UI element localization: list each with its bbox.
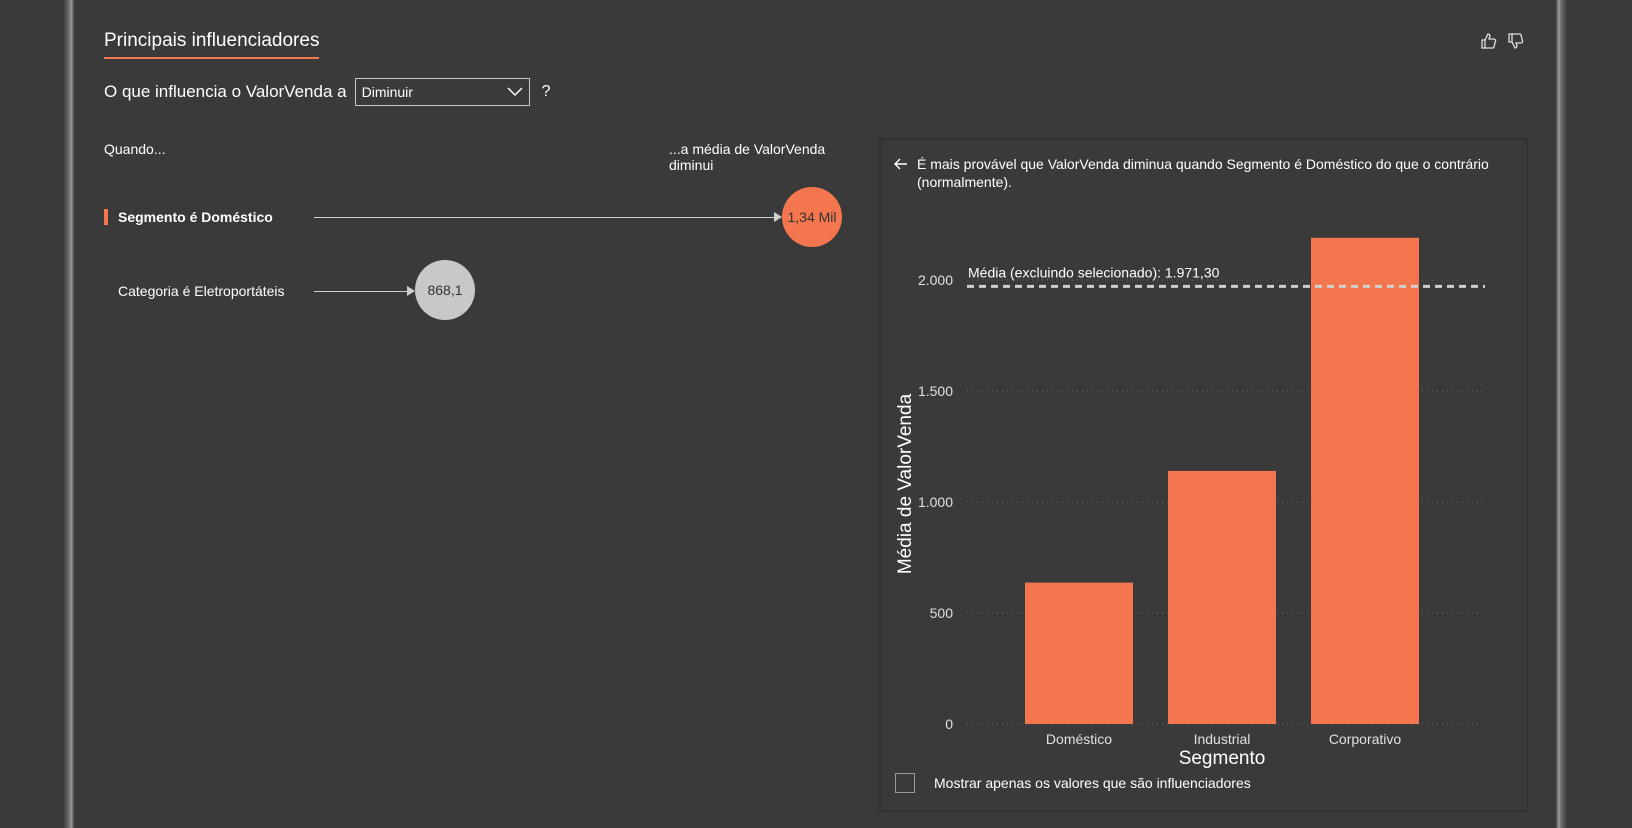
- when-column-header: Quando...: [104, 141, 166, 157]
- detail-description: É mais provável que ValorVenda diminua q…: [917, 156, 1489, 190]
- segment-bar-chart: 0 500 1.000 1.500 2.000 Doméstico Industrial C…: [895, 237, 1485, 769]
- bar[interactable]: [1025, 582, 1133, 724]
- influencer-value-bubble: 868,1: [415, 260, 475, 320]
- influencer-arrow-line: [314, 217, 774, 218]
- effect-header-line2: diminui: [669, 157, 714, 173]
- influencer-label: Segmento é Doméstico: [118, 209, 273, 225]
- x-tick-label: Industrial: [1194, 731, 1251, 747]
- direction-dropdown[interactable]: Diminuir: [354, 78, 530, 106]
- bar[interactable]: [1311, 237, 1419, 724]
- influencer-label: Categoria é Eletroportáteis: [118, 283, 285, 299]
- arrow-left-icon[interactable]: [894, 157, 908, 174]
- question-prefix: O que influencia o ValorVenda a: [104, 82, 347, 101]
- x-tick-label: Doméstico: [1046, 731, 1112, 747]
- arrow-right-icon: [774, 212, 782, 222]
- influencer-value-bubble: 1,34 Mil: [782, 187, 842, 247]
- canvas-right-edge: [1556, 0, 1632, 828]
- reference-line-label: Média (excluindo selecionado): 1.971,30: [968, 264, 1220, 280]
- y-tick-label: 1.000: [918, 494, 953, 510]
- influencer-arrow-line: [314, 291, 414, 292]
- show-only-influencers-label: Mostrar apenas os valores que são influe…: [934, 775, 1251, 791]
- bar[interactable]: [1168, 470, 1276, 724]
- y-tick-label: 1.500: [918, 383, 953, 399]
- thumbs-up-icon[interactable]: [1478, 30, 1500, 52]
- y-axis-title: Média de ValorVenda: [895, 393, 916, 574]
- y-tick-label: 0: [945, 716, 953, 732]
- y-tick-label: 500: [930, 605, 954, 621]
- thumbs-down-icon[interactable]: [1505, 30, 1527, 52]
- canvas-left-edge: [0, 0, 74, 828]
- chart-bars: [1025, 237, 1419, 724]
- direction-dropdown-value: Diminuir: [361, 84, 413, 100]
- x-axis-title: Segmento: [1179, 748, 1266, 769]
- question-suffix: ?: [541, 83, 551, 100]
- effect-column-header: ...a média de ValorVenda diminui: [669, 141, 825, 173]
- visual-title: Principais influenciadores: [104, 30, 320, 59]
- show-only-influencers-checkbox[interactable]: [895, 773, 915, 793]
- arrow-right-icon: [407, 286, 415, 296]
- y-tick-label: 2.000: [918, 272, 953, 288]
- chart-y-ticks: 0 500 1.000 1.500 2.000: [918, 272, 953, 732]
- influence-question: O que influencia o ValorVenda a Diminuir…: [104, 78, 551, 106]
- x-tick-label: Corporativo: [1329, 731, 1402, 747]
- effect-header-line1: ...a média de ValorVenda: [669, 141, 826, 157]
- chart-x-ticks: Doméstico Industrial Corporativo: [1046, 731, 1401, 747]
- selected-row-marker: [104, 209, 108, 225]
- chevron-down-icon: [507, 84, 523, 100]
